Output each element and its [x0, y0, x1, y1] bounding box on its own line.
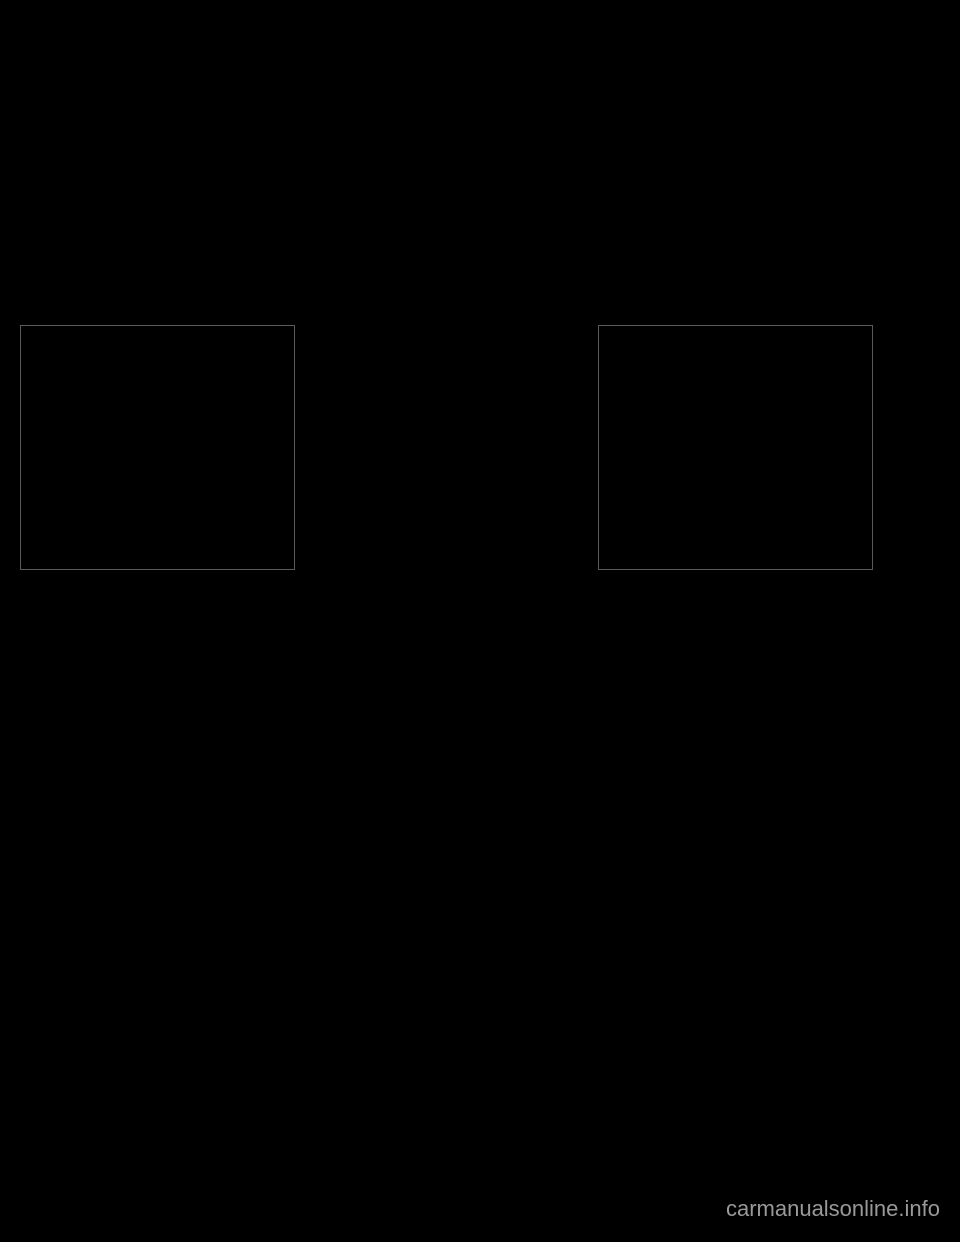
- watermark-text: carmanualsonline.info: [726, 1196, 940, 1222]
- image-placeholder-left: [20, 325, 295, 570]
- image-placeholder-right: [598, 325, 873, 570]
- page-container: carmanualsonline.info: [0, 0, 960, 1242]
